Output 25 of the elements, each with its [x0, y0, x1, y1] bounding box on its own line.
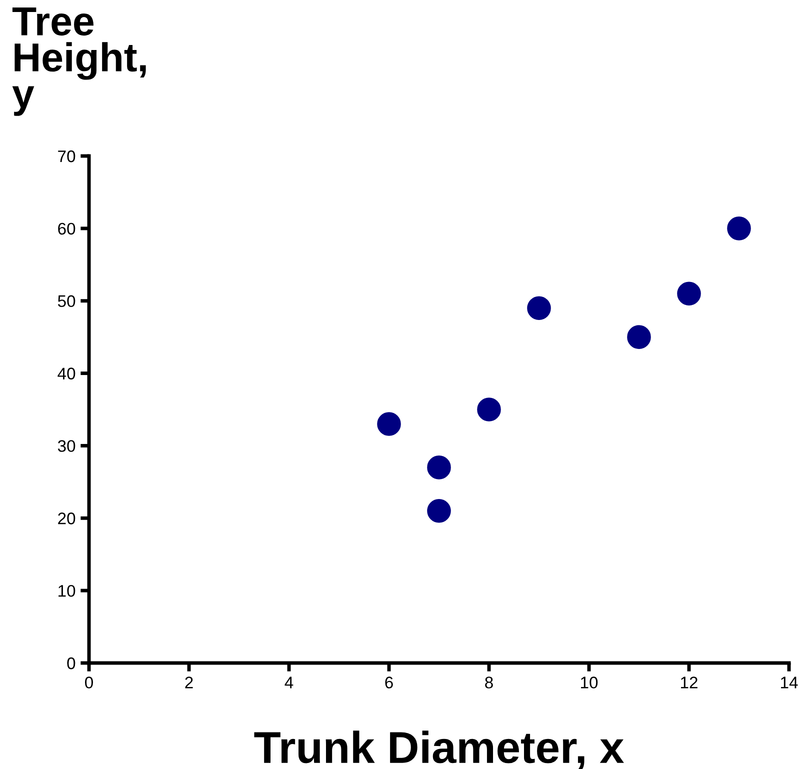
point — [727, 216, 751, 240]
x-tick-label: 4 — [284, 676, 294, 688]
x-tick-label: 8 — [485, 676, 493, 688]
y-tick-label: 50 — [58, 295, 76, 308]
y-tick-label: 10 — [58, 584, 76, 597]
point — [427, 499, 451, 523]
point — [627, 325, 651, 349]
y-tick-label: 30 — [58, 440, 76, 452]
point — [527, 296, 551, 320]
point — [377, 412, 401, 436]
y-tick-label: 40 — [58, 368, 76, 380]
x-tick-label: 2 — [185, 676, 193, 688]
x-tick-label: 0 — [85, 676, 93, 688]
y-axis-title: Tree Height, y — [12, 7, 146, 116]
point — [477, 398, 501, 422]
x-tick-label: 12 — [681, 676, 698, 688]
y-tick-label: 20 — [58, 512, 76, 524]
y-tick-label: 60 — [58, 222, 76, 235]
point — [427, 456, 451, 480]
y-tick-label: 70 — [58, 150, 76, 162]
x-tick-label: 6 — [385, 676, 393, 688]
x-tick-label: 10 — [581, 676, 598, 688]
point — [677, 282, 701, 306]
y-tick-label: 0 — [67, 657, 76, 670]
x-tick-label: 14 — [781, 676, 798, 688]
